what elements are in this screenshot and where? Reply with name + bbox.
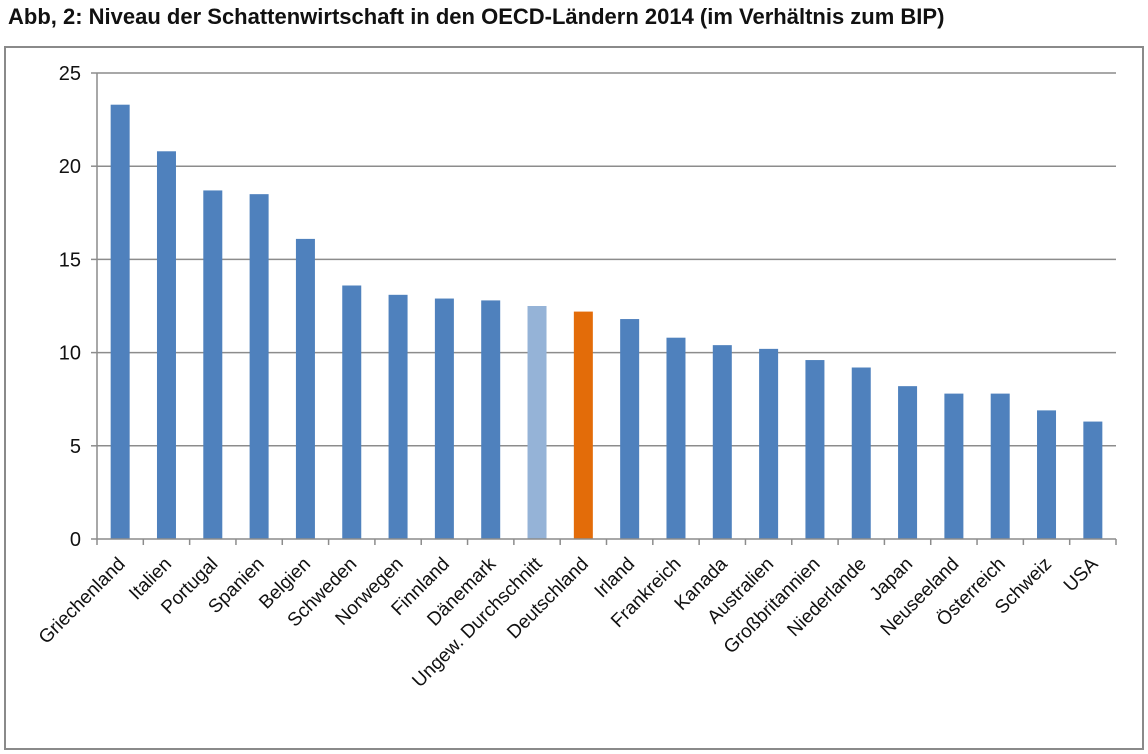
bar-großbritannien: [805, 360, 825, 539]
y-tick-labels: 0 5 10 15 20 25: [59, 63, 81, 551]
x-tick-label: USA: [1060, 553, 1103, 596]
bar-finnland: [434, 298, 454, 539]
bar-schweden: [342, 285, 362, 539]
bar-usa: [1083, 421, 1103, 539]
bar-australien: [759, 348, 779, 539]
x-tick-label: Deutschland: [503, 554, 593, 644]
bar-japan: [898, 386, 918, 539]
bar-kanada: [712, 345, 732, 539]
bar-dänemark: [481, 300, 501, 539]
bar-irland: [620, 319, 640, 539]
bar-schweiz: [1037, 410, 1057, 539]
bar-niederlande: [851, 367, 871, 539]
bar-griechenland: [110, 104, 130, 540]
bar-norwegen: [388, 294, 408, 539]
bar-deutschland: [573, 311, 593, 539]
bar-österreich: [990, 393, 1010, 539]
bar-belgien: [295, 238, 315, 539]
y-tick-label: 0: [70, 529, 81, 551]
bar-neuseeland: [944, 393, 964, 539]
bar-ungew-durchschnitt: [527, 306, 547, 539]
x-tick-label: Griechenland: [35, 554, 130, 649]
bars: [110, 104, 1103, 540]
x-tick-labels: GriechenlandItalienPortugalSpanienBelgie…: [35, 553, 1103, 692]
bar-frankreich: [666, 337, 686, 539]
y-tick-label: 25: [59, 63, 81, 85]
y-tick-label: 5: [70, 436, 81, 458]
chart-title: Abb, 2: Niveau der Schattenwirtschaft in…: [8, 4, 945, 29]
y-tick-label: 15: [59, 249, 81, 271]
y-tick-label: 10: [59, 343, 81, 365]
axes: [91, 72, 1117, 545]
y-tick-label: 20: [59, 156, 81, 178]
bar-spanien: [249, 194, 269, 539]
bar-italien: [156, 151, 176, 539]
bar-portugal: [203, 190, 223, 539]
